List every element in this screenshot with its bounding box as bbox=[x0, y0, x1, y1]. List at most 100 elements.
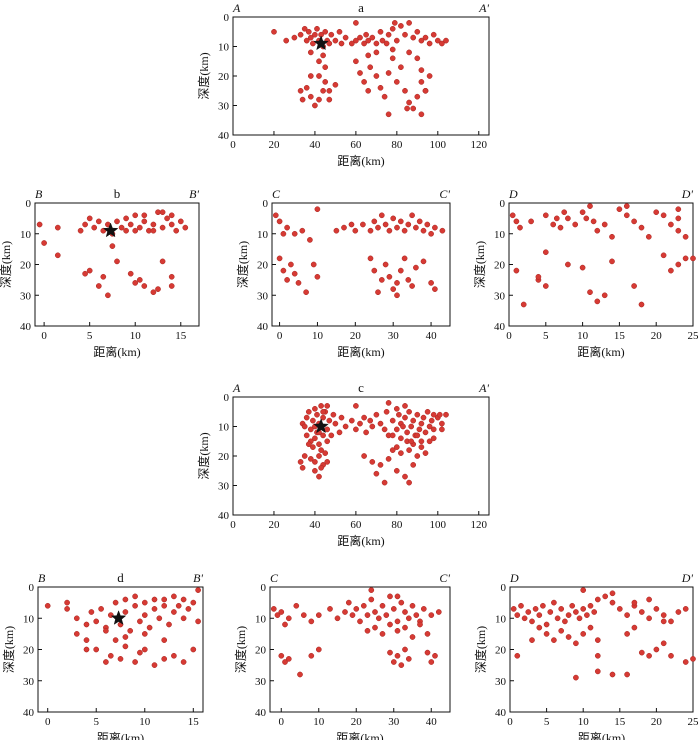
x-tick-label: 0 bbox=[230, 519, 236, 531]
earthquake-point bbox=[609, 258, 615, 265]
earthquake-point bbox=[594, 668, 601, 675]
earthquake-point bbox=[314, 273, 321, 280]
y-tick-label: 0 bbox=[261, 582, 267, 594]
earthquake-point bbox=[342, 34, 349, 41]
x-tick-label: 25 bbox=[688, 716, 700, 728]
earthquake-point bbox=[314, 206, 321, 213]
earthquake-point bbox=[389, 447, 396, 453]
earthquake-point bbox=[387, 593, 393, 600]
plot-frame bbox=[509, 586, 694, 713]
panel-title: b bbox=[114, 186, 121, 201]
earthquake-point bbox=[372, 624, 378, 631]
earthquake-point bbox=[284, 224, 290, 231]
earthquake-point bbox=[308, 652, 315, 659]
earthquake-point bbox=[439, 40, 445, 47]
earthquake-point bbox=[173, 227, 180, 234]
earthquake-point bbox=[609, 671, 616, 678]
earthquake-point bbox=[532, 606, 539, 612]
panel-c-profile: 0 20 40 60 80 100 120 0 10 20 30 40 距离(km) 深度(km) A A' c bbox=[196, 380, 490, 548]
earthquake-point bbox=[682, 255, 689, 262]
x-tick-label: 40 bbox=[309, 139, 321, 151]
x-axis-label: 距离(km) bbox=[337, 344, 384, 359]
earthquake-point bbox=[283, 37, 290, 44]
earthquake-point bbox=[151, 596, 158, 603]
earthquake-point bbox=[398, 64, 404, 71]
earthquake-point bbox=[410, 105, 417, 112]
earthquake-point bbox=[308, 618, 315, 625]
y-axis-label: 深度(km) bbox=[196, 52, 211, 99]
earthquake-point bbox=[373, 49, 380, 56]
earthquake-point bbox=[418, 444, 425, 450]
earthquake-point bbox=[367, 255, 374, 262]
plot-frame bbox=[271, 202, 451, 327]
plot-frame bbox=[232, 16, 490, 136]
plot-frame bbox=[232, 396, 490, 516]
y-tick-label: 30 bbox=[495, 676, 507, 688]
profile-start-label: A bbox=[232, 1, 241, 15]
earthquake-point bbox=[127, 221, 134, 228]
earthquake-point bbox=[328, 432, 335, 439]
earthquake-point bbox=[385, 31, 392, 38]
earthquake-point bbox=[398, 599, 405, 606]
earthquake-point bbox=[324, 459, 331, 465]
earthquake-point bbox=[401, 255, 408, 262]
earthquake-point bbox=[509, 212, 516, 219]
earthquake-point bbox=[631, 283, 637, 289]
earthquake-point bbox=[360, 221, 366, 228]
earthquake-point bbox=[316, 73, 322, 79]
earthquake-point bbox=[397, 218, 404, 225]
earthquake-point bbox=[389, 55, 396, 62]
earthquake-point bbox=[413, 612, 420, 618]
earthquake-point bbox=[314, 25, 320, 32]
earthquake-point bbox=[547, 609, 554, 615]
earthquake-point bbox=[528, 218, 534, 225]
earthquake-point bbox=[105, 292, 111, 299]
earthquake-point bbox=[103, 627, 109, 634]
earthquake-point bbox=[332, 420, 339, 427]
earthquake-point bbox=[64, 606, 70, 612]
earthquake-point bbox=[408, 438, 415, 445]
earthquake-point bbox=[558, 627, 565, 634]
earthquake-point bbox=[379, 602, 386, 609]
earthquake-point bbox=[513, 218, 520, 225]
earthquake-point bbox=[682, 233, 689, 240]
earthquake-point bbox=[377, 28, 384, 35]
x-tick-label: 40 bbox=[426, 330, 438, 342]
earthquake-point bbox=[150, 227, 157, 234]
earthquake-point bbox=[316, 473, 322, 480]
earthquake-point bbox=[405, 656, 412, 662]
x-tick-label: 20 bbox=[351, 716, 363, 728]
earthquake-point bbox=[432, 286, 438, 292]
earthquake-point bbox=[132, 227, 139, 234]
x-tick-label: 0 bbox=[45, 716, 51, 728]
earthquake-point bbox=[381, 479, 388, 486]
earthquake-point bbox=[307, 49, 314, 56]
earthquake-point bbox=[408, 423, 415, 430]
panel-b-profile-BB: 0 5 10 15 0 10 20 30 40 距离(km) 深度(km) B B' b bbox=[0, 186, 200, 359]
earthquake-point bbox=[529, 618, 535, 625]
earthquake-point bbox=[159, 258, 166, 265]
earthquake-point bbox=[428, 659, 435, 665]
earthquake-point bbox=[312, 435, 318, 442]
earthquake-point bbox=[353, 58, 359, 65]
earthquake-point bbox=[561, 209, 568, 216]
y-tick-label: 40 bbox=[495, 707, 507, 719]
earthquake-point bbox=[402, 31, 408, 38]
earthquake-point bbox=[435, 609, 442, 615]
profile-end-label: D' bbox=[681, 187, 694, 201]
earthquake-point bbox=[518, 602, 524, 609]
profile-end-label: A' bbox=[478, 1, 489, 15]
earthquake-point bbox=[675, 261, 682, 268]
earthquake-point bbox=[175, 602, 182, 609]
earthquake-point bbox=[416, 218, 423, 225]
y-tick-label: 0 bbox=[29, 582, 35, 594]
earthquake-point bbox=[386, 227, 393, 234]
earthquake-point bbox=[280, 267, 287, 274]
earthquake-point bbox=[307, 73, 314, 79]
x-tick-label: 5 bbox=[87, 330, 93, 342]
earthquake-point bbox=[100, 273, 107, 280]
earthquake-point bbox=[303, 414, 310, 421]
earthquake-point bbox=[168, 221, 175, 228]
earthquake-point bbox=[299, 464, 306, 471]
earthquake-point bbox=[320, 408, 326, 415]
